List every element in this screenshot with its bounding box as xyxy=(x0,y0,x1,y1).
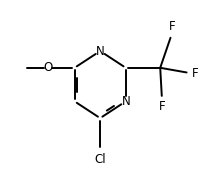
Text: Cl: Cl xyxy=(94,153,106,166)
Text: N: N xyxy=(96,44,105,57)
Text: F: F xyxy=(192,67,198,80)
Text: F: F xyxy=(168,20,175,33)
Text: O: O xyxy=(43,61,53,74)
Text: F: F xyxy=(159,100,165,114)
Text: N: N xyxy=(121,95,130,108)
